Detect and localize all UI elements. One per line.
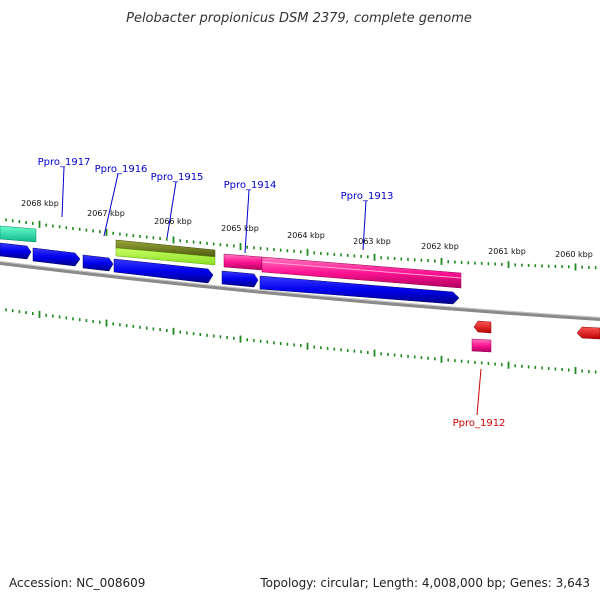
gene-arrow-5[interactable] bbox=[221, 270, 259, 288]
gene-arrow-2[interactable] bbox=[32, 247, 81, 267]
gene-labels: Ppro_1917 Ppro_1916 Ppro_1915 Ppro_1914 … bbox=[38, 157, 506, 429]
gene-arrow-6[interactable] bbox=[259, 275, 460, 305]
gene-arrow-3[interactable] bbox=[82, 254, 114, 272]
gene-red-arrow-2[interactable] bbox=[576, 326, 600, 340]
tick-label-2065: 2065 kbp bbox=[221, 224, 259, 233]
tick-label-2061: 2061 kbp bbox=[488, 247, 526, 256]
label-ppro-1914[interactable]: Ppro_1914 bbox=[224, 180, 277, 191]
gene-ppro-1917[interactable] bbox=[0, 225, 37, 243]
gene-ppro-1912[interactable] bbox=[471, 338, 492, 353]
leader-ppro-1913 bbox=[362, 200, 367, 251]
label-ppro-1917[interactable]: Ppro_1917 bbox=[38, 157, 91, 168]
tick-labels: 2068 kbp 2067 kbp 2066 kbp 2065 kbp 2064… bbox=[21, 199, 593, 259]
gene-arrow-1[interactable] bbox=[0, 242, 32, 260]
genome-title: Pelobacter propionicus DSM 2379, complet… bbox=[126, 11, 472, 26]
label-ppro-1912[interactable]: Ppro_1912 bbox=[453, 418, 506, 429]
label-ppro-1916[interactable]: Ppro_1916 bbox=[95, 164, 148, 175]
label-ppro-1915[interactable]: Ppro_1915 bbox=[151, 172, 204, 183]
tick-label-2062: 2062 kbp bbox=[421, 242, 459, 251]
tick-label-2068: 2068 kbp bbox=[21, 199, 59, 208]
gene-ppro-1914[interactable] bbox=[223, 253, 263, 271]
tick-label-2060: 2060 kbp bbox=[555, 250, 593, 259]
inner-ruler bbox=[5, 308, 597, 374]
gene-arrow-4[interactable] bbox=[113, 258, 214, 284]
tick-label-2067: 2067 kbp bbox=[87, 209, 125, 218]
leader-ppro-1915 bbox=[166, 181, 177, 239]
gene-ppro-1915[interactable] bbox=[115, 247, 216, 266]
tick-label-2066: 2066 kbp bbox=[154, 217, 192, 226]
leader-ppro-1916 bbox=[103, 173, 119, 237]
topology-label: Topology: circular; Length: 4,008,000 bp… bbox=[260, 576, 590, 590]
leader-ppro-1914 bbox=[244, 189, 250, 254]
forward-gene-track bbox=[0, 242, 460, 305]
gene-ppro-1913[interactable] bbox=[261, 256, 462, 289]
reverse-gene-track bbox=[471, 320, 600, 353]
genome-backbone bbox=[0, 261, 600, 321]
label-leaders bbox=[61, 166, 482, 416]
gene-ppro-1913-highlight bbox=[261, 261, 462, 279]
leader-ppro-1912 bbox=[476, 368, 482, 416]
genome-backbone-highlight bbox=[0, 261, 600, 318]
outer-ruler bbox=[5, 218, 597, 271]
accession-label: Accession: NC_008609 bbox=[9, 576, 146, 590]
label-ppro-1913[interactable]: Ppro_1913 bbox=[341, 191, 394, 202]
tick-label-2063: 2063 kbp bbox=[353, 237, 391, 246]
gene-red-arrow-1[interactable] bbox=[473, 320, 492, 334]
leader-ppro-1917 bbox=[61, 166, 65, 218]
tick-label-2064: 2064 kbp bbox=[287, 231, 325, 240]
upper-gene-track bbox=[0, 225, 462, 289]
